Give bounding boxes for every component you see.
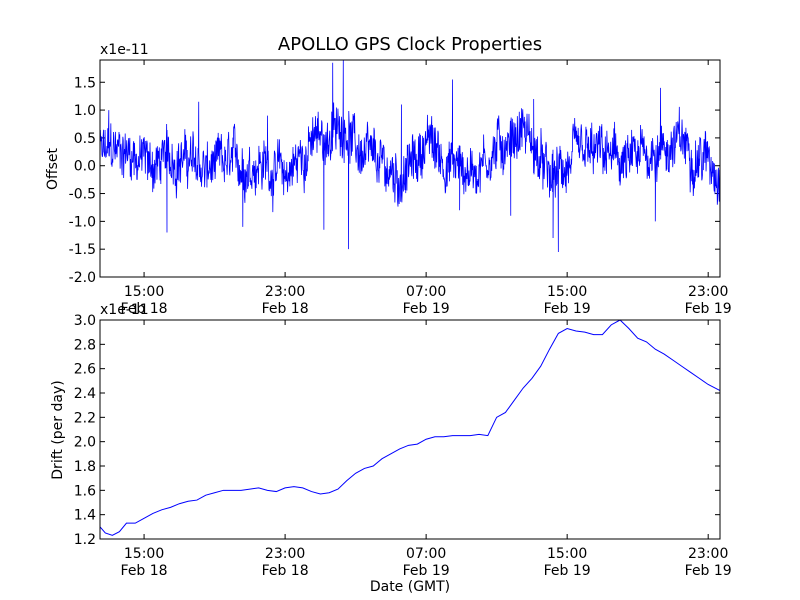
drift-y-tick-label: 2.6 [74,362,96,378]
drift-y-tick-label: 1.6 [74,483,96,499]
drift-x-tick-date: Feb 19 [544,563,591,579]
drift-series [99,319,721,536]
offset-plot: x1e-11 Offset -2.0 -1.5 -1.0 -0.5 0.0 0.5 1.0 1… [45,42,732,317]
drift-x-tick-date: Feb 19 [685,563,732,579]
drift-scale-label: x1e-11 [100,302,149,318]
offset-x-tick-time: 15:00 [124,284,164,300]
offset-y-tick-label: -2.0 [69,270,96,286]
offset-series-line [99,59,721,252]
offset-y-tick-label: -0.5 [69,187,96,203]
offset-y-tick-label: 1.0 [74,103,96,119]
drift-y-tick-label: 2.0 [74,435,96,451]
offset-x-tick-date: Feb 18 [262,301,309,317]
offset-x-tick-time: 15:00 [547,284,587,300]
drift-x-tick-time: 07:00 [406,546,446,562]
offset-x-tick-date: Feb 19 [685,301,732,317]
drift-y-label: Drift (per day) [50,380,66,479]
offset-plot-frame [99,59,721,278]
drift-series-line [99,319,721,536]
offset-y-tick-label: -1.0 [69,214,96,230]
drift-x-tick-date: Feb 18 [121,563,168,579]
drift-y-tick-label: 3.0 [74,313,96,329]
drift-y-tick-label: 2.8 [74,337,96,353]
drift-y-tick-label: 1.8 [74,459,96,475]
offset-x-tick-time: 07:00 [406,284,446,300]
drift-x-tick-time: 15:00 [124,546,164,562]
offset-x-tick-date: Feb 19 [544,301,591,317]
drift-x-tick-date: Feb 19 [403,563,450,579]
offset-x-tick-time: 23:00 [688,284,728,300]
drift-x-tick-time: 15:00 [547,546,587,562]
offset-y-tick-label: 0.0 [74,159,96,175]
drift-y-tick-label: 1.2 [74,532,96,548]
drift-plot: x1e-11 Drift (per day) Date (GMT) 1.2 1.4… [50,302,732,595]
drift-x-label: Date (GMT) [370,579,450,595]
drift-x-tick-time: 23:00 [265,546,305,562]
offset-y-tick-label: 0.5 [74,131,96,147]
offset-y-tick-label: 1.5 [74,75,96,91]
chart-title: APOLLO GPS Clock Properties [278,34,542,55]
offset-x-tick-time: 23:00 [265,284,305,300]
offset-x-tick-date: Feb 19 [403,301,450,317]
drift-x-tick-date: Feb 18 [262,563,309,579]
drift-y-tick-label: 2.4 [74,386,96,402]
drift-y-tick-label: 1.4 [74,508,96,524]
offset-y-tick-label: -1.5 [69,242,96,258]
drift-plot-frame [99,319,721,540]
offset-series [99,59,721,252]
offset-y-label: Offset [45,147,61,190]
drift-y-tick-label: 2.2 [74,410,96,426]
drift-x-tick-time: 23:00 [688,546,728,562]
offset-scale-label: x1e-11 [100,42,149,58]
offset-x-tick-date: Feb 18 [121,301,168,317]
